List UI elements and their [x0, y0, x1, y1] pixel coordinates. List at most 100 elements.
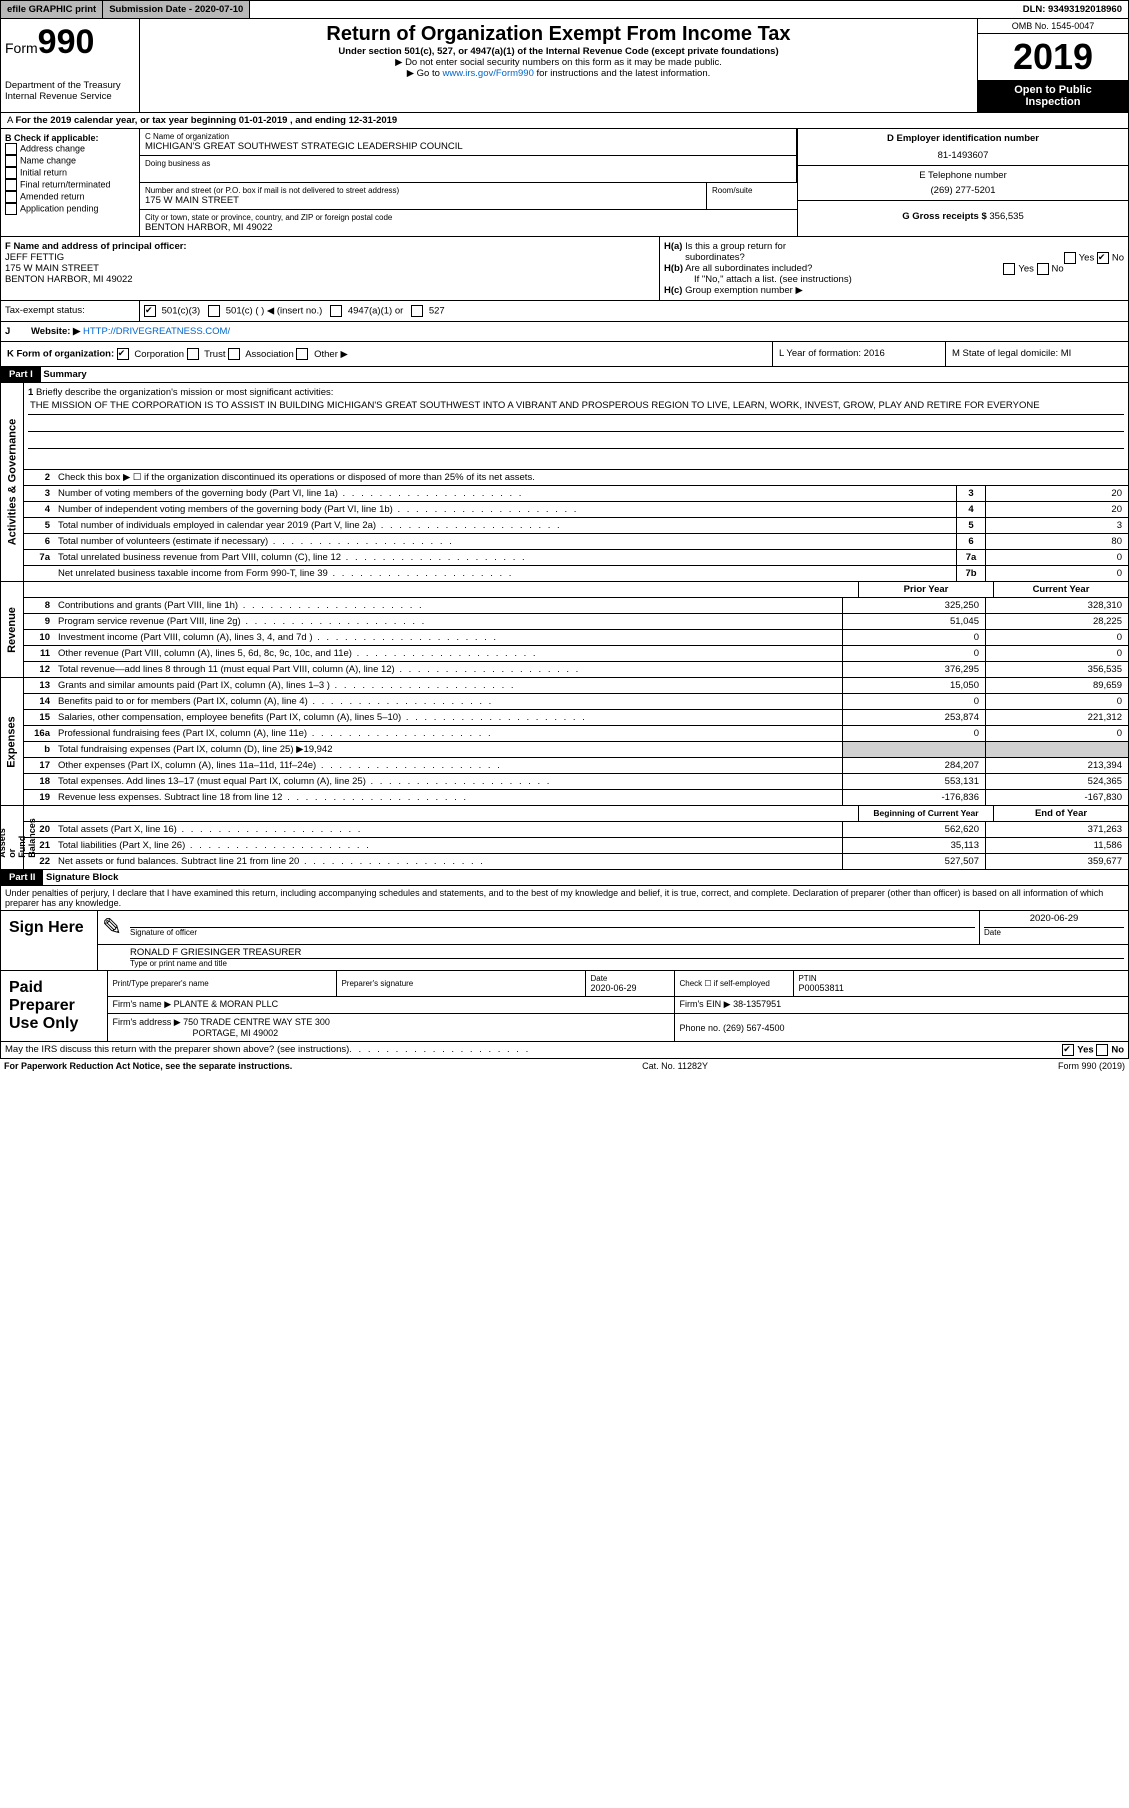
- pen-icon: ✎: [98, 911, 126, 944]
- mission-label: Briefly describe the organization's miss…: [36, 387, 334, 398]
- state-domicile: M State of legal domicile: MI: [946, 342, 1128, 366]
- phone-value: (269) 277-5201: [802, 185, 1124, 196]
- firm-ein: 38-1357951: [733, 999, 781, 1009]
- firm-phone: Phone no. (269) 567-4500: [675, 1014, 1128, 1041]
- col-b-header: B Check if applicable:: [5, 133, 135, 143]
- officer-name: JEFF FETTIG: [5, 252, 655, 263]
- begin-year-header: Beginning of Current Year: [858, 806, 993, 821]
- prep-name-label: Print/Type preparer's name: [112, 979, 332, 988]
- net-side-label: Net Assets or Fund Balances: [0, 818, 37, 858]
- paid-preparer-label: Paid Preparer Use Only: [1, 971, 108, 1041]
- checkbox-name-change[interactable]: [5, 155, 17, 167]
- subtitle-1: Under section 501(c), 527, or 4947(a)(1)…: [144, 46, 973, 57]
- ein-value: 81-1493607: [802, 150, 1124, 161]
- phone-label: E Telephone number: [802, 170, 1124, 181]
- gross-receipts-value: 356,535: [989, 211, 1023, 222]
- org-form-checkbox[interactable]: [187, 348, 199, 360]
- checkbox-final-return-terminated[interactable]: [5, 179, 17, 191]
- sign-here-label: Sign Here: [1, 911, 98, 970]
- block-b-to-g: B Check if applicable: Address changeNam…: [0, 129, 1129, 237]
- j-label: J: [1, 322, 27, 341]
- perjury-statement: Under penalties of perjury, I declare th…: [0, 886, 1129, 911]
- ein-label: D Employer identification number: [802, 133, 1124, 144]
- self-employed-check[interactable]: Check ☐ if self-employed: [679, 979, 789, 988]
- page-footer: For Paperwork Reduction Act Notice, see …: [0, 1059, 1129, 1073]
- checkbox-address-change[interactable]: [5, 143, 17, 155]
- form-number: 990: [38, 23, 95, 61]
- hb-note: If "No," attach a list. (see instruction…: [664, 274, 1124, 285]
- checkbox-amended-return[interactable]: [5, 191, 17, 203]
- name-type-label: Type or print name and title: [130, 959, 1124, 968]
- tax-status-checkbox[interactable]: [411, 305, 423, 317]
- end-year-header: End of Year: [993, 806, 1128, 821]
- tax-status-checkbox[interactable]: [208, 305, 220, 317]
- form-version: Form 990 (2019): [1058, 1061, 1125, 1071]
- discuss-yes-checkbox[interactable]: [1062, 1044, 1074, 1056]
- tax-exempt-label: Tax-exempt status:: [5, 305, 85, 316]
- gov-side-label: Activities & Governance: [6, 419, 18, 546]
- prior-year-header: Prior Year: [858, 582, 993, 597]
- gross-receipts-label: G Gross receipts $: [902, 211, 986, 222]
- paperwork-notice: For Paperwork Reduction Act Notice, see …: [4, 1061, 292, 1071]
- submission-date: Submission Date - 2020-07-10: [103, 1, 250, 18]
- paid-preparer-block: Paid Preparer Use Only Print/Type prepar…: [0, 971, 1129, 1042]
- year-formation: L Year of formation: 2016: [773, 342, 946, 366]
- officer-addr2: BENTON HARBOR, MI 49022: [5, 274, 655, 285]
- org-form-checkbox[interactable]: [228, 348, 240, 360]
- org-name: MICHIGAN'S GREAT SOUTHWEST STRATEGIC LEA…: [145, 141, 791, 152]
- irs-link[interactable]: www.irs.gov/Form990: [443, 68, 534, 79]
- firm-addr: 750 TRADE CENTRE WAY STE 300: [183, 1017, 330, 1027]
- row-k-l-m: K Form of organization: Corporation Trus…: [0, 342, 1129, 367]
- hb-no-checkbox[interactable]: [1037, 263, 1049, 275]
- efile-print-button[interactable]: efile GRAPHIC print: [1, 1, 103, 18]
- row-j-website: J Website: ▶ HTTP://DRIVEGREATNESS.COM/: [0, 322, 1129, 342]
- addr-label: Number and street (or P.O. box if mail i…: [145, 186, 701, 195]
- col-c: C Name of organization MICHIGAN'S GREAT …: [140, 129, 798, 236]
- hb-yes-checkbox[interactable]: [1003, 263, 1015, 275]
- discuss-text: May the IRS discuss this return with the…: [5, 1044, 349, 1056]
- tax-status-checkbox[interactable]: [330, 305, 342, 317]
- tax-status-checkbox[interactable]: [144, 305, 156, 317]
- part-1-header: Part I Summary: [0, 367, 1129, 383]
- org-form-checkbox[interactable]: [296, 348, 308, 360]
- omb-number: OMB No. 1545-0047: [978, 19, 1128, 34]
- prep-sig-label: Preparer's signature: [341, 979, 581, 988]
- current-year-header: Current Year: [993, 582, 1128, 597]
- revenue-section: Revenue Prior YearCurrent Year 8Contribu…: [0, 582, 1129, 678]
- top-bar: efile GRAPHIC print Submission Date - 20…: [0, 0, 1129, 19]
- firm-name: PLANTE & MORAN PLLC: [174, 999, 279, 1009]
- col-b-checkboxes: B Check if applicable: Address changeNam…: [1, 129, 140, 236]
- ha-no-checkbox[interactable]: [1097, 252, 1109, 264]
- open-to-public: Open to Public Inspection: [978, 80, 1128, 112]
- tax-year: 2019: [978, 34, 1128, 80]
- dln: DLN: 93493192018960: [1017, 1, 1128, 18]
- org-form-checkbox[interactable]: [117, 348, 129, 360]
- checkbox-application-pending[interactable]: [5, 203, 17, 215]
- part-2-header: Part II Signature Block: [0, 870, 1129, 886]
- sig-date-value: 2020-06-29: [984, 913, 1124, 928]
- officer-addr1: 175 W MAIN STREET: [5, 263, 655, 274]
- signature-block: Sign Here ✎ Signature of officer 2020-06…: [0, 911, 1129, 971]
- rev-side-label: Revenue: [6, 607, 18, 653]
- checkbox-initial-return[interactable]: [5, 167, 17, 179]
- subtitle-2: Do not enter social security numbers on …: [144, 57, 973, 68]
- form-title: Return of Organization Exempt From Incom…: [144, 23, 973, 46]
- form-org-label: K Form of organization:: [7, 349, 114, 360]
- officer-label: F Name and address of principal officer:: [5, 241, 655, 252]
- discuss-no-checkbox[interactable]: [1096, 1044, 1108, 1056]
- ha-yes-checkbox[interactable]: [1064, 252, 1076, 264]
- exp-side-label: Expenses: [6, 716, 18, 767]
- website-label: Website: ▶: [31, 326, 80, 337]
- form-label: Form: [5, 40, 38, 56]
- col-d-e-g: D Employer identification number 81-1493…: [798, 129, 1128, 236]
- cat-number: Cat. No. 11282Y: [642, 1061, 708, 1071]
- room-label: Room/suite: [712, 186, 792, 195]
- city-state-zip: BENTON HARBOR, MI 49022: [145, 222, 792, 233]
- city-label: City or town, state or province, country…: [145, 213, 792, 222]
- org-name-label: C Name of organization: [145, 132, 791, 141]
- website-link[interactable]: HTTP://DRIVEGREATNESS.COM/: [83, 326, 230, 337]
- netassets-section: Net Assets or Fund Balances Beginning of…: [0, 806, 1129, 870]
- sig-date-label: Date: [984, 928, 1124, 937]
- expenses-section: Expenses 13Grants and similar amounts pa…: [0, 678, 1129, 806]
- mission-text: THE MISSION OF THE CORPORATION IS TO ASS…: [28, 398, 1124, 415]
